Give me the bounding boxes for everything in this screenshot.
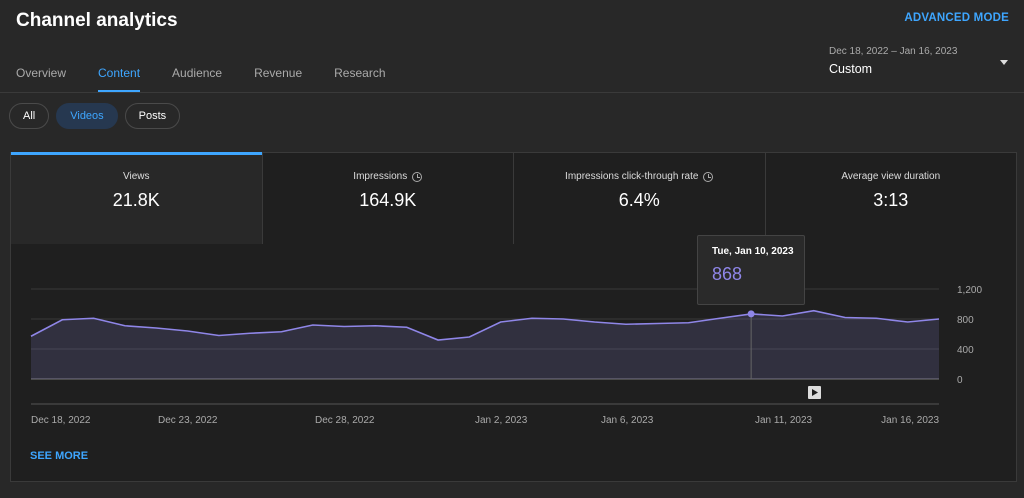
metric-label: Average view duration (841, 171, 940, 182)
date-range-picker[interactable]: Dec 18, 2022 – Jan 16, 2023 Custom (829, 46, 1014, 80)
tab-audience[interactable]: Audience (172, 66, 223, 80)
metric-value: 164.9K (359, 190, 417, 210)
caret-down-icon (1000, 60, 1008, 65)
x-tick-label: Dec 28, 2022 (315, 415, 375, 426)
metric-label-text: Impressions (353, 171, 408, 182)
page-title: Channel analytics (16, 10, 178, 31)
x-tick-label: Dec 18, 2022 (31, 415, 91, 426)
tooltip-date: Tue, Jan 10, 2023 (712, 246, 794, 257)
tab-overview[interactable]: Overview (16, 66, 67, 80)
metric-cards: Views 21.8K Impressions 164.9K Impressio… (11, 152, 1016, 244)
highlight-point (747, 310, 755, 318)
chip-videos[interactable]: Videos (56, 103, 118, 129)
x-tick-label: Jan 11, 2023 (755, 415, 813, 426)
metric-label-text: Views (123, 171, 150, 182)
chip-all[interactable]: All (9, 103, 50, 129)
metric-card-avg-view-duration[interactable]: Average view duration 3:13 (764, 153, 1016, 244)
series-area (31, 310, 939, 379)
metric-label-text: Impressions click-through rate (565, 171, 699, 182)
views-chart[interactable]: 1,200 800 400 0 Dec 18, 2022 Dec 23, 2022 Dec … (11, 244, 1016, 439)
metric-value: 21.8K (112, 190, 160, 210)
play-icon-glyph (812, 389, 818, 396)
y-tick-label: 400 (957, 345, 974, 356)
metric-label: Views (123, 171, 150, 182)
tab-research[interactable]: Research (334, 66, 386, 80)
date-range-text: Dec 18, 2022 – Jan 16, 2023 (829, 46, 958, 57)
clock-icon (412, 171, 423, 182)
x-tick-label: Jan 6, 2023 (601, 415, 654, 426)
metric-value: 3:13 (873, 190, 909, 210)
series-line (30, 309, 940, 341)
x-tick-label: Jan 2, 2023 (475, 415, 528, 426)
tab-bar: Overview Content Audience Revenue Resear… (0, 58, 402, 92)
chart-tooltip: Tue, Jan 10, 2023 868 (697, 235, 805, 305)
metric-card-views[interactable]: Views 21.8K (11, 152, 262, 244)
tooltip-value: 868 (712, 264, 743, 284)
metric-card-ctr[interactable]: Impressions click-through rate 6.4% (513, 153, 765, 244)
chip-posts[interactable]: Posts (124, 103, 181, 129)
clock-icon (703, 171, 714, 182)
header-divider (0, 92, 1024, 93)
x-tick-label: Dec 23, 2022 (158, 415, 218, 426)
metric-value: 6.4% (618, 190, 660, 210)
metric-label-text: Average view duration (841, 171, 941, 182)
metric-label: Impressions (353, 171, 423, 182)
date-preset-text: Custom (829, 62, 873, 76)
analytics-panel: Views 21.8K Impressions 164.9K Impressio… (10, 152, 1017, 482)
tab-content[interactable]: Content (82, 58, 156, 92)
y-tick-label: 1,200 (957, 285, 982, 296)
filter-chips: All Videos Posts (9, 103, 181, 129)
x-tick-label: Jan 16, 2023 (881, 415, 939, 426)
see-more-link[interactable]: SEE MORE (30, 450, 89, 462)
advanced-mode-link[interactable]: ADVANCED MODE (904, 12, 1009, 24)
y-tick-label: 0 (957, 375, 963, 386)
y-tick-label: 800 (957, 315, 974, 326)
metric-label: Impressions click-through rate (565, 171, 714, 182)
metric-card-impressions[interactable]: Impressions 164.9K (261, 153, 513, 244)
tab-revenue[interactable]: Revenue (254, 66, 303, 80)
